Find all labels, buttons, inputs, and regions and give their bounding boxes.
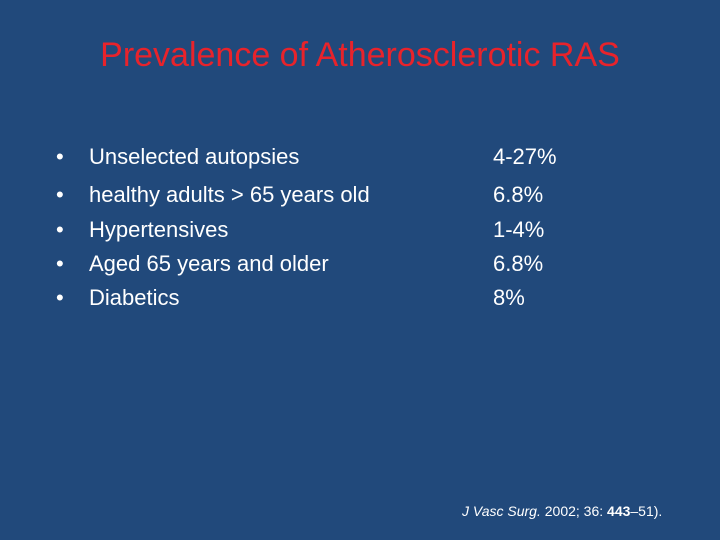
citation-pages-end: –51). [630, 503, 663, 519]
bullet-row: • Aged 65 years and older 6.8% [0, 251, 720, 285]
citation-journal: J Vasc Surg. [462, 503, 541, 519]
item-value: 6.8% [493, 251, 544, 276]
bullet-dot: • [56, 251, 64, 276]
slide-title: Prevalence of Atherosclerotic RAS [100, 36, 620, 74]
bullet-row: • Unselected autopsies 4-27% [0, 144, 720, 178]
citation-year-volume: 2002; 36: [544, 503, 604, 519]
item-label: Hypertensives [89, 217, 229, 242]
citation: J Vasc Surg. 2002; 36: 443–51). [462, 503, 662, 519]
bullet-row: • Hypertensives 1-4% [0, 217, 720, 251]
item-value: 6.8% [493, 182, 544, 207]
item-label: Aged 65 years and older [89, 251, 329, 276]
item-label: Diabetics [89, 285, 180, 310]
bullet-dot: • [56, 217, 64, 242]
bullet-dot: • [56, 285, 64, 310]
bullet-row: • healthy adults > 65 years old 6.8% [0, 182, 720, 216]
bullet-row: • Diabetics 8% [0, 285, 720, 319]
item-value: 4-27% [493, 144, 557, 169]
citation-pages-start: 443 [607, 503, 631, 519]
item-label: Unselected autopsies [89, 144, 300, 169]
item-label: healthy adults > 65 years old [89, 182, 370, 207]
item-value: 1-4% [493, 217, 545, 242]
item-value: 8% [493, 285, 525, 310]
bullet-dot: • [56, 144, 64, 169]
bullet-dot: • [56, 182, 64, 207]
